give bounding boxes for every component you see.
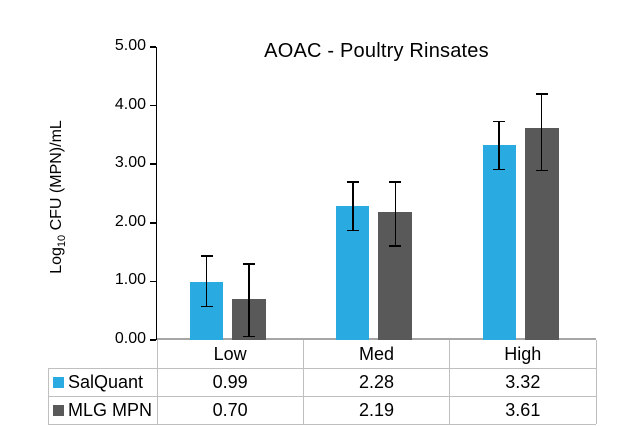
y-axis-line: [155, 47, 157, 340]
category-label-med: Med: [358, 344, 394, 364]
y-axis-tick-label: 2.00: [114, 212, 146, 230]
table-value-salquant-med: 2.28: [358, 372, 395, 392]
table-value-mlg-mpn-med: 2.19: [358, 400, 395, 420]
category-label-high: High: [504, 344, 542, 364]
y-axis-tick-label: 4.00: [114, 95, 146, 113]
table-grid-horizontal: [48, 395, 596, 397]
error-bar-cap-bottom: [346, 229, 359, 232]
error-bar-salquant-med: [352, 181, 354, 231]
y-axis-tick: [150, 104, 156, 107]
y-axis-tick-label: 1.00: [114, 271, 146, 289]
y-axis-tick-label: 0.00: [114, 330, 146, 347]
y-axis-tick: [150, 280, 156, 283]
y-axis-tick: [150, 46, 156, 48]
error-bar-cap-bottom: [200, 305, 213, 308]
x-axis-line: [157, 337, 596, 340]
error-bar-cap-top: [243, 263, 255, 265]
error-bar-cap-bottom: [389, 245, 402, 247]
table-value-salquant-low: 0.99: [212, 372, 248, 392]
error-bar-cap-bottom: [243, 335, 255, 338]
legend-label-mlg-mpn: MLG MPN: [68, 400, 153, 420]
chart-title: AOAC - Poultry Rinsates: [264, 40, 489, 62]
y-axis-tick-label: 3.00: [114, 154, 146, 172]
legend-swatch-salquant: [53, 377, 64, 388]
error-bar-mlg-mpn-low: [248, 263, 250, 337]
category-label-low: Low: [213, 344, 247, 364]
legend-swatch-mlg-mpn: [53, 405, 64, 416]
error-bar-cap-bottom: [535, 169, 548, 172]
error-bar-cap-top: [389, 181, 402, 183]
error-bar-mlg-mpn-high: [540, 93, 543, 171]
error-bar-cap-top: [346, 181, 359, 183]
y-axis-tick-label: 5.00: [114, 37, 146, 54]
table-grid-vertical: [595, 340, 597, 368]
legend-label-salquant: SalQuant: [68, 372, 144, 392]
error-bar-cap-bottom: [493, 168, 506, 171]
table-value-mlg-mpn-high: 3.61: [505, 400, 541, 420]
y-axis-tick: [150, 222, 156, 224]
error-bar-cap-top: [535, 93, 548, 95]
table-grid-horizontal: [48, 367, 596, 369]
error-bar-salquant-low: [205, 256, 208, 307]
table-value-salquant-high: 3.32: [505, 372, 541, 392]
y-axis-tick: [150, 163, 156, 165]
table-grid-vertical: [302, 340, 304, 368]
error-bar-cap-top: [200, 255, 213, 257]
y-axis-tick: [150, 339, 156, 341]
table-grid-horizontal: [48, 423, 596, 425]
error-bar-mlg-mpn-med: [394, 181, 397, 247]
table-grid-vertical: [449, 340, 451, 368]
error-bar-cap-top: [493, 120, 506, 123]
table-grid-vertical: [595, 368, 597, 424]
table-value-mlg-mpn-low: 0.70: [212, 400, 248, 420]
table-grid-vertical: [156, 340, 158, 368]
error-bar-salquant-high: [498, 121, 500, 170]
bar-salquant-high: [482, 145, 516, 340]
